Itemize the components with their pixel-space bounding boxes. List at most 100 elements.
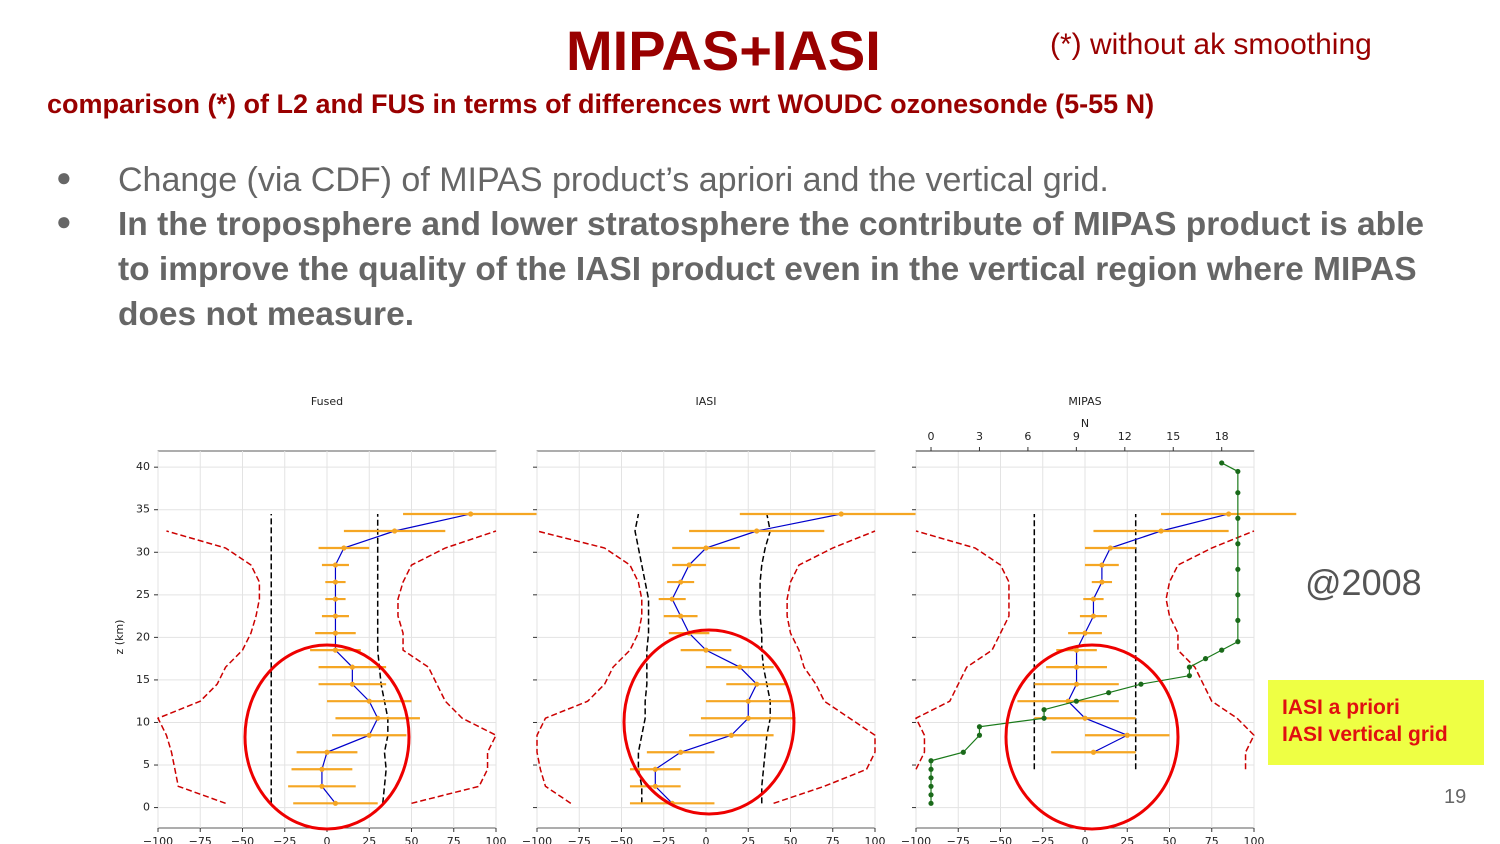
data-point	[366, 732, 372, 738]
data-point	[976, 724, 983, 730]
bullet-dot: ●	[56, 162, 72, 192]
highlight-circle	[243, 643, 411, 831]
data-point	[1202, 656, 1209, 662]
data-point	[838, 511, 844, 517]
data-point	[728, 732, 734, 738]
data-point	[1041, 707, 1047, 713]
data-point	[754, 528, 760, 534]
data-point	[1073, 664, 1080, 670]
data-point	[960, 749, 966, 755]
dashed-profile	[773, 530, 876, 805]
slide-title: MIPAS+IASI	[566, 19, 881, 82]
data-point	[1090, 613, 1097, 619]
x-tick-label: 25	[1120, 835, 1134, 844]
y-tick-label: 40	[136, 460, 150, 473]
data-point	[703, 647, 709, 653]
data-point	[928, 766, 934, 772]
data-point	[1158, 528, 1164, 534]
x-tick-label: 100	[486, 835, 507, 844]
data-point	[319, 783, 325, 789]
y-tick-label: 35	[136, 503, 150, 516]
y-tick-label: 5	[143, 758, 150, 771]
data-point	[319, 766, 325, 772]
x-tick-label: 25	[362, 835, 376, 844]
data-point	[1138, 681, 1144, 687]
x-tick-label: −100	[901, 835, 931, 844]
data-point	[745, 698, 751, 704]
x-tick-label: −25	[1031, 835, 1054, 844]
data-point	[1090, 596, 1097, 602]
data-point	[928, 800, 934, 806]
data-point	[1099, 562, 1105, 568]
y-tick-label: 25	[136, 588, 150, 601]
x-tick-label: 25	[741, 835, 755, 844]
data-point	[754, 681, 760, 687]
data-point	[332, 800, 339, 806]
data-point	[652, 766, 658, 772]
data-point	[332, 579, 339, 585]
data-point	[745, 715, 751, 721]
data-point	[349, 664, 355, 670]
data-point	[332, 630, 339, 636]
x-tick-label: −75	[189, 835, 212, 844]
data-point	[928, 783, 934, 789]
data-point	[678, 579, 684, 585]
data-point	[332, 647, 339, 653]
data-point	[1073, 698, 1079, 704]
data-point	[392, 528, 398, 534]
data-point	[928, 758, 934, 764]
profile-line	[321, 513, 471, 804]
data-point	[1099, 579, 1105, 585]
data-point	[375, 715, 381, 721]
x2-axis-label: N	[1081, 417, 1089, 430]
data-point	[332, 596, 339, 602]
data-point	[1106, 690, 1112, 696]
data-point	[652, 783, 658, 789]
data-point	[1235, 490, 1241, 496]
data-point	[678, 613, 684, 619]
data-point	[1235, 617, 1241, 623]
x2-tick-label: 18	[1215, 430, 1229, 443]
x-tick-label: −50	[231, 835, 254, 844]
stamp: @2008	[1305, 562, 1422, 603]
x-tick-label: 75	[1205, 835, 1219, 844]
profile-line	[654, 513, 842, 804]
chart-title: IASI	[696, 395, 717, 408]
dashed-profile	[759, 513, 771, 804]
x-tick-label: −75	[568, 835, 591, 844]
data-point	[341, 545, 347, 551]
y-tick-label: 30	[136, 545, 150, 558]
data-point	[1235, 639, 1241, 645]
x-tick-label: −75	[947, 835, 970, 844]
x-tick-label: 50	[405, 835, 419, 844]
dashed-profile	[1165, 530, 1255, 770]
data-point	[349, 681, 355, 687]
data-point	[332, 562, 339, 568]
x-tick-label: 50	[1163, 835, 1177, 844]
bullet: Change (via CDF) of MIPAS product’s apri…	[118, 161, 1109, 199]
data-point	[324, 749, 330, 755]
data-point	[1124, 732, 1130, 738]
data-point	[1235, 515, 1241, 521]
data-point	[1235, 566, 1241, 572]
data-point	[686, 562, 692, 568]
chart-title: Fused	[311, 395, 343, 408]
note: (*) without ak smoothing	[1050, 28, 1372, 61]
x-tick-label: −100	[143, 835, 173, 844]
chart-title: MIPAS	[1068, 395, 1101, 408]
x-tick-label: −25	[273, 835, 296, 844]
data-point	[1235, 592, 1241, 598]
y-tick-label: 20	[136, 630, 150, 643]
y-tick-label: 15	[136, 673, 150, 686]
subtitle: comparison (*) of L2 and FUS in terms of…	[47, 89, 1155, 119]
bullet: In the troposphere and lower stratospher…	[118, 206, 1425, 333]
x-tick-label: 100	[865, 835, 886, 844]
x-tick-label: 75	[826, 835, 840, 844]
data-point	[678, 749, 684, 755]
data-point	[1186, 664, 1193, 670]
data-point	[1041, 715, 1047, 721]
data-point	[1082, 715, 1088, 721]
x-tick-label: 0	[1082, 835, 1089, 844]
x2-tick-label: 0	[928, 430, 935, 443]
